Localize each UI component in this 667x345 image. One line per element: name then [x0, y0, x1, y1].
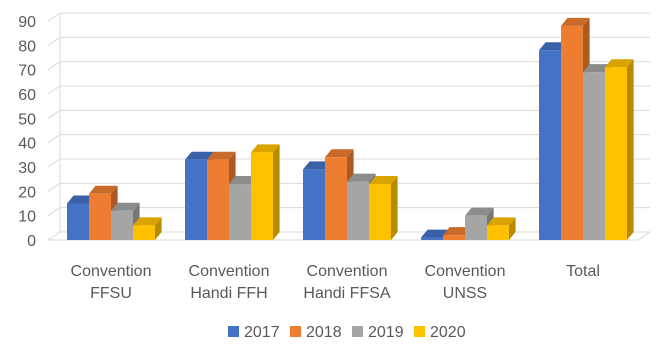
bar-front	[465, 215, 487, 240]
y-tick-label: 80	[18, 38, 36, 55]
legend-swatch-2018	[290, 326, 301, 337]
bar-top	[583, 64, 612, 73]
gridline-side	[47, 12, 61, 22]
category-label-line: Convention	[189, 263, 270, 280]
bar-2020	[605, 59, 634, 240]
y-tick-label: 50	[18, 111, 36, 128]
bar-front	[561, 25, 583, 240]
bar-front	[325, 157, 347, 240]
bar-front	[421, 237, 443, 240]
legend-swatch-2019	[352, 326, 363, 337]
bar-top	[421, 229, 450, 238]
bar-front	[229, 184, 251, 240]
category-label-line: Handi FFSA	[303, 285, 390, 302]
category-label: Convention Handi FFH	[189, 263, 270, 302]
bar-top	[487, 217, 516, 226]
category-label-line: Convention	[425, 263, 506, 280]
bar-top	[251, 144, 280, 153]
gridline-side	[47, 85, 61, 95]
gridline-side	[47, 231, 61, 241]
y-tick-label: 40	[18, 136, 36, 153]
legend-swatch-2017	[228, 326, 239, 337]
bars	[67, 17, 634, 241]
bar-2020	[133, 217, 162, 240]
gridline-side	[47, 109, 61, 119]
bar-front	[539, 50, 561, 241]
bar-front	[133, 225, 155, 240]
floor-side	[637, 231, 651, 241]
bar-2020	[369, 176, 398, 240]
bar-top	[89, 185, 118, 194]
bar-top	[561, 17, 590, 26]
bar-top	[67, 195, 96, 204]
bar-top	[185, 151, 214, 160]
y-tick-label: 60	[18, 87, 36, 104]
gridline-side	[47, 158, 61, 168]
legend-label-2018: 2018	[306, 324, 342, 341]
bar-front	[487, 225, 509, 240]
bar-top	[133, 217, 162, 226]
bar-front	[443, 235, 465, 240]
bar-2020	[487, 217, 516, 240]
bar-side	[273, 144, 280, 240]
category-label-line: UNSS	[443, 285, 487, 302]
legend: 2017 2018 2019 2020	[228, 324, 466, 341]
bar-front	[251, 152, 273, 240]
legend-label-2017: 2017	[244, 324, 280, 341]
bar-front	[67, 203, 89, 240]
bar-front	[369, 184, 391, 240]
category-label-line: Total	[566, 263, 600, 280]
bar-front	[605, 67, 627, 240]
bar-front	[583, 72, 605, 240]
y-tick-label: 90	[18, 14, 36, 31]
gridline-side	[47, 182, 61, 192]
category-label: Convention UNSS	[425, 263, 506, 302]
bar-top	[111, 202, 140, 211]
category-label: Total	[566, 263, 600, 280]
legend-swatch-2020	[414, 326, 425, 337]
bar-front	[207, 159, 229, 240]
gridline-side	[47, 36, 61, 46]
bar-front	[185, 159, 207, 240]
gridline-side	[47, 61, 61, 71]
category-label-line: Handi FFH	[190, 285, 267, 302]
bar-side	[627, 59, 634, 240]
legend-label-2019: 2019	[368, 324, 404, 341]
bar-top	[207, 151, 236, 160]
bar-side	[509, 217, 516, 240]
bar-front	[111, 210, 133, 240]
bar-top	[347, 173, 376, 182]
y-tick-label: 20	[18, 184, 36, 201]
bar-front	[89, 193, 111, 240]
bar-top	[605, 59, 634, 68]
y-tick-label: 0	[27, 233, 36, 250]
gridline-side	[47, 134, 61, 144]
y-tick-label: 10	[18, 209, 36, 226]
gridline-side	[47, 207, 61, 217]
bar-front	[303, 169, 325, 240]
y-tick-label: 30	[18, 160, 36, 177]
bar-top	[369, 176, 398, 185]
category-label: Convention FFSU	[71, 263, 152, 302]
bar-top	[465, 207, 494, 216]
bar-top	[443, 227, 472, 236]
bar-top	[325, 149, 354, 158]
category-label-line: FFSU	[90, 285, 132, 302]
category-label: Convention Handi FFSA	[303, 263, 390, 302]
bar-side	[155, 217, 162, 240]
bar-front	[347, 181, 369, 240]
bar-top	[539, 42, 568, 51]
legend-label-2020: 2020	[430, 324, 466, 341]
y-axis-ticks: 0 10 20 30 40 50 60 70 80 90	[18, 14, 36, 250]
y-tick-label: 70	[18, 63, 36, 80]
bar-top	[229, 176, 258, 185]
category-label-line: Convention	[71, 263, 152, 280]
bar-side	[391, 176, 398, 240]
category-label-line: Convention	[307, 263, 388, 280]
bar-top	[303, 161, 332, 170]
bar-2020	[251, 144, 280, 240]
